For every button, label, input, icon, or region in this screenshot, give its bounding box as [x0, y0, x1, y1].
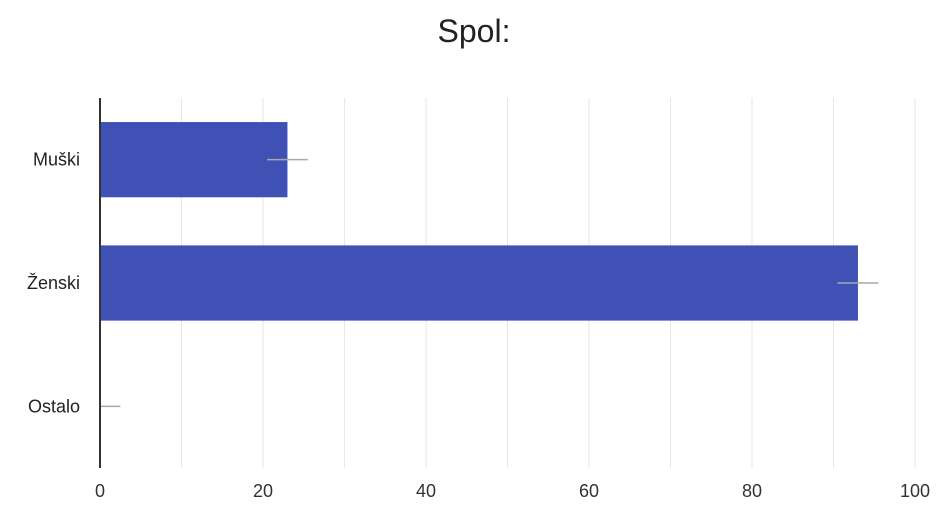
bars [100, 122, 858, 321]
x-tick-label-3: 40 [416, 481, 436, 501]
x-tick-labels: 0 20 40 60 80 100 [95, 481, 930, 501]
x-tick-label-1: 0 [95, 481, 105, 501]
x-tick-label-4: 60 [579, 481, 599, 501]
category-labels: Muški Ženski Ostalo [27, 150, 80, 417]
category-label-2: Ženski [27, 273, 80, 293]
category-label-1: Muški [33, 150, 80, 170]
bar-1 [100, 122, 288, 198]
bar-2 [100, 245, 858, 321]
x-tick-label-5: 80 [742, 481, 762, 501]
x-tick-label-6: 100 [900, 481, 930, 501]
error-bars [100, 158, 879, 408]
x-tick-label-2: 20 [253, 481, 273, 501]
chart-title: Spol: [438, 13, 511, 49]
category-label-3: Ostalo [28, 396, 80, 416]
